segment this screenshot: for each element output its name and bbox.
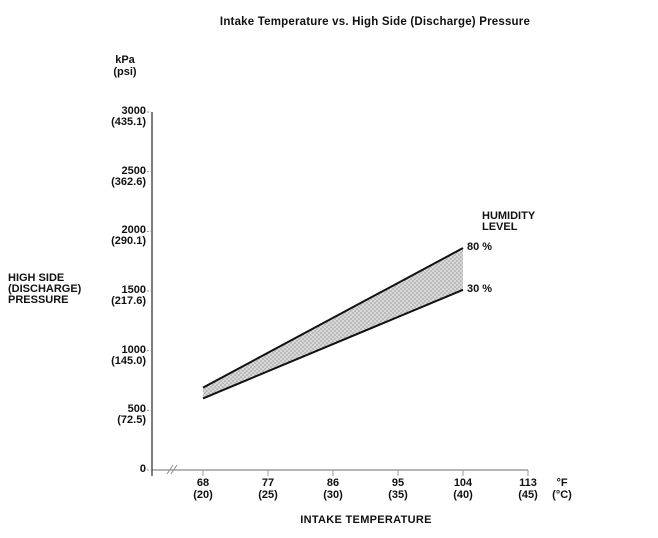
x-axis-unit-label: °F (°C) <box>544 477 580 501</box>
y-tick-kpa: 3000 <box>121 105 146 117</box>
legend-title-line: HUMIDITY <box>482 210 536 222</box>
series-label-80-percent: 80 % <box>467 241 493 253</box>
x-tick-c: (30) <box>323 489 343 501</box>
y-axis-unit-secondary: (psi) <box>113 66 137 78</box>
chart-title: Intake Temperature vs. High Side (Discha… <box>219 16 531 28</box>
x-tick-f: 95 <box>391 477 405 489</box>
y-tick-kpa: 1000 <box>121 343 146 356</box>
series-label-30-percent: 30 % <box>467 283 493 295</box>
x-tick-c: (40) <box>453 489 473 501</box>
series-line-80% <box>202 247 464 389</box>
axis-break-mark <box>166 464 174 475</box>
y-tick-psi: (145.0) <box>111 354 146 367</box>
y-tick-label: 1000 (145.0) <box>111 343 146 367</box>
x-axis-unit-primary: °F <box>556 477 568 489</box>
series-line-30% <box>202 288 464 400</box>
x-tick-c: (25) <box>258 489 278 501</box>
y-tick-label: 2500 (362.6) <box>111 164 146 188</box>
y-tick-label: 500 (72.5) <box>117 404 146 426</box>
x-tick-label: 104 (40) <box>433 477 493 501</box>
y-tick-kpa: 0 <box>139 463 146 475</box>
x-tick-c: (35) <box>388 489 408 501</box>
x-tick-c: (45) <box>518 489 538 501</box>
axis-break-mark <box>170 464 178 475</box>
x-tick-label: 68 (20) <box>173 477 233 501</box>
x-tick-label: 95 (35) <box>368 477 428 501</box>
x-tick-f: 77 <box>261 477 275 489</box>
y-tick-psi: (217.6) <box>111 295 146 307</box>
x-tick-f: 113 <box>519 477 537 489</box>
x-axis-unit-secondary: (°C) <box>552 489 572 501</box>
y-axis-title-line: (DISCHARGE) <box>8 283 82 295</box>
x-tick-label: 86 (30) <box>303 477 363 501</box>
x-tick-label: 77 (25) <box>238 477 298 501</box>
y-tick-kpa: 500 <box>127 403 146 416</box>
legend-title: HUMIDITY LEVEL <box>482 211 535 233</box>
y-axis-title-line: HIGH SIDE <box>8 272 65 284</box>
y-tick-label: 3000 (435.1) <box>111 106 146 128</box>
y-axis-unit-label: kPa (psi) <box>103 54 147 78</box>
y-tick-psi: (290.1) <box>111 235 146 248</box>
y-axis-unit-primary: kPa <box>115 54 135 66</box>
humidity-band <box>203 248 463 399</box>
x-axis-title: INTAKE TEMPERATURE <box>300 514 432 526</box>
y-tick-kpa: 2500 <box>121 164 146 177</box>
y-axis-title-line: PRESSURE <box>8 294 69 306</box>
y-axis-title: HIGH SIDE (DISCHARGE) PRESSURE <box>8 273 81 306</box>
y-tick-label: 2000 (290.1) <box>111 225 146 247</box>
legend-title-line: LEVEL <box>482 221 518 233</box>
x-tick-f: 104 <box>453 477 473 489</box>
x-tick-f: 86 <box>326 477 340 489</box>
y-tick-label: 1500 (217.6) <box>111 285 146 307</box>
y-tick-psi: (435.1) <box>111 116 146 128</box>
y-tick-label: 0 <box>140 464 146 475</box>
y-tick-psi: (72.5) <box>117 414 146 427</box>
x-tick-f: 68 <box>196 477 210 489</box>
y-tick-psi: (362.6) <box>111 175 146 188</box>
y-tick-kpa: 2000 <box>121 224 146 237</box>
x-tick-label: 113 (45) <box>498 477 558 501</box>
y-tick-kpa: 1500 <box>121 284 146 296</box>
x-tick-c: (20) <box>193 489 213 501</box>
